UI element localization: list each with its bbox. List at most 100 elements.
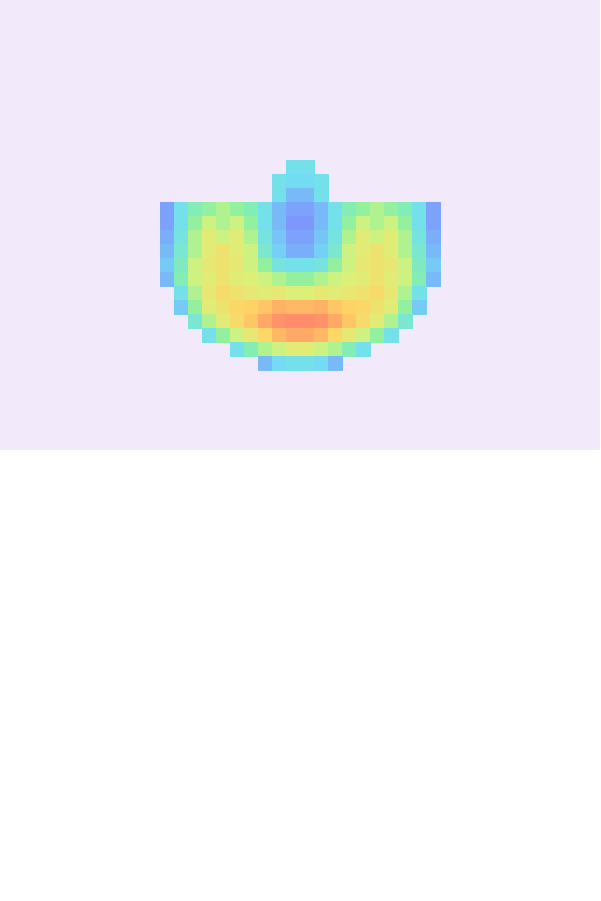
heatmap-cell (286, 216, 301, 231)
heatmap-cell (258, 202, 273, 217)
heatmap-cell (286, 300, 301, 315)
heatmap-cell (160, 216, 175, 231)
heatmap-cell (314, 216, 329, 231)
heatmap-cell (314, 300, 329, 315)
heatmap-cell (328, 230, 343, 245)
heatmap-cell (314, 202, 329, 217)
heatmap-cell (188, 244, 203, 259)
heatmap-cell (342, 286, 357, 301)
heatmap-cell (314, 342, 329, 357)
chart (0, 0, 601, 901)
heatmap-cell (342, 272, 357, 287)
heatmap-cell (258, 216, 273, 231)
heatmap-cell (230, 230, 245, 245)
heatmap-cell (398, 216, 413, 231)
heatmap-cell (370, 328, 385, 343)
heatmap-cell (258, 286, 273, 301)
heatmap-cell (300, 160, 315, 175)
heatmap-cell (230, 258, 245, 273)
heatmap-cell (328, 328, 343, 343)
heatmap-cell (300, 356, 315, 371)
heatmap-cell (202, 328, 217, 343)
heatmap-cell (188, 202, 203, 217)
heatmap-cell (272, 174, 287, 189)
heatmap-cell (272, 258, 287, 273)
heatmap-cell (216, 244, 231, 259)
heatmap-cell (160, 272, 175, 287)
heatmap-cell (314, 258, 329, 273)
heatmap-cell (412, 202, 427, 217)
heatmap-cell (244, 342, 259, 357)
heatmap-cell (314, 244, 329, 259)
heatmap-cell (272, 314, 287, 329)
heatmap-cell (370, 230, 385, 245)
heatmap-cell (202, 230, 217, 245)
heatmap-cell (342, 342, 357, 357)
heatmap-cell (426, 202, 441, 217)
heatmap-cell (258, 272, 273, 287)
heatmap-cell (412, 258, 427, 273)
heatmap-cell (384, 328, 399, 343)
heatmap-cell (244, 202, 259, 217)
heatmap-cell (286, 160, 301, 175)
heatmap-cell (202, 244, 217, 259)
heatmap-cell (202, 258, 217, 273)
heatmap-cell (202, 272, 217, 287)
heatmap-cell (314, 188, 329, 203)
heatmap-cell (342, 244, 357, 259)
heatmap-cell (272, 342, 287, 357)
heatmap-cell (370, 314, 385, 329)
heatmap-cell (370, 300, 385, 315)
heatmap-cell (202, 300, 217, 315)
heatmap-cell (384, 230, 399, 245)
heatmap-cell (272, 216, 287, 231)
heatmap-cell (272, 202, 287, 217)
heatmap-cell (188, 314, 203, 329)
heatmap-cell (342, 300, 357, 315)
heatmap-cell (188, 286, 203, 301)
heatmap-cell (286, 244, 301, 259)
heatmap-cell (272, 188, 287, 203)
heatmap-cell (300, 328, 315, 343)
heatmap-cell (286, 272, 301, 287)
heatmap-cell (272, 244, 287, 259)
heatmap-cell (412, 230, 427, 245)
heatmap-cell (384, 244, 399, 259)
heatmap-cell (356, 216, 371, 231)
heatmap-cell (286, 342, 301, 357)
heatmap-cell (328, 356, 343, 371)
heatmap-cell (160, 258, 175, 273)
heatmap-cell (384, 286, 399, 301)
heatmap-cell (356, 272, 371, 287)
heatmap-cell (412, 286, 427, 301)
heatmap-cell (230, 244, 245, 259)
heatmap-cell (272, 356, 287, 371)
heatmap-cell (174, 258, 189, 273)
heatmap-cell (286, 258, 301, 273)
heatmap-cell (244, 258, 259, 273)
heatmap-cell (300, 286, 315, 301)
heatmap-cell (174, 202, 189, 217)
heatmap-cell (356, 258, 371, 273)
heatmap-cell (342, 314, 357, 329)
plot-background (0, 0, 600, 450)
heatmap-cell (216, 328, 231, 343)
heatmap-cell (426, 230, 441, 245)
heatmap-cell (314, 272, 329, 287)
heatmap-cell (384, 314, 399, 329)
heatmap-cell (244, 314, 259, 329)
heatmap-cell (398, 244, 413, 259)
heatmap-cell (272, 300, 287, 315)
heatmap-cell (286, 328, 301, 343)
heatmap-cell (328, 342, 343, 357)
heatmap-cell (244, 328, 259, 343)
heatmap-cell (216, 230, 231, 245)
heatmap-cell (188, 216, 203, 231)
heatmap-cell (412, 244, 427, 259)
heatmap-cell (216, 286, 231, 301)
heatmap-cell (230, 216, 245, 231)
heatmap-cell (230, 272, 245, 287)
heatmap-cell (412, 272, 427, 287)
heatmap-cell (244, 216, 259, 231)
heatmap-cell (426, 244, 441, 259)
